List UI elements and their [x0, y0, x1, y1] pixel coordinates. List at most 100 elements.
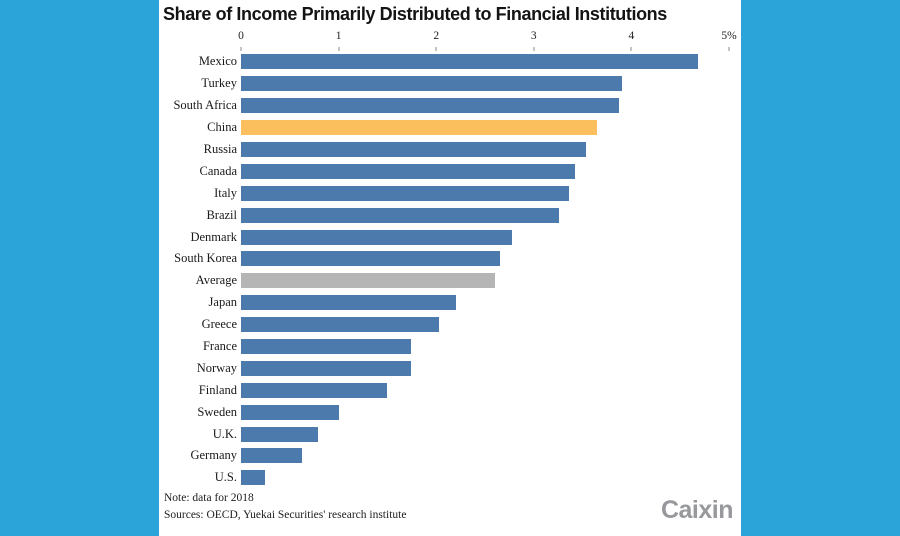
bar-track — [241, 185, 729, 201]
category-label: Average — [195, 273, 237, 288]
category-label: Japan — [208, 295, 237, 310]
bar-track — [241, 448, 729, 464]
chart-row: Turkey — [163, 73, 735, 95]
x-tick-label: 1 — [335, 30, 342, 42]
bar-track — [241, 273, 729, 289]
x-tick-label: 4 — [628, 30, 635, 42]
bar-canada — [241, 163, 575, 179]
chart-title: Share of Income Primarily Distributed to… — [163, 4, 667, 24]
bar-sweden — [241, 404, 339, 420]
chart-row: Canada — [163, 160, 735, 182]
chart-row: South Korea — [163, 248, 735, 270]
bar-track — [241, 76, 729, 92]
x-tick-mark — [533, 47, 535, 51]
chart-row: Japan — [163, 292, 735, 314]
category-label: Norway — [196, 360, 237, 375]
bar-turkey — [241, 76, 622, 92]
category-label: Mexico — [198, 54, 237, 69]
bar-track — [241, 317, 729, 333]
x-tick-label: 5% — [721, 30, 737, 42]
category-label: South Korea — [174, 251, 237, 266]
x-tick-mark — [435, 47, 437, 51]
bar-germany — [241, 448, 302, 464]
category-label: U.S. — [214, 470, 237, 485]
category-label: Italy — [214, 185, 237, 200]
bar-track — [241, 229, 729, 245]
chart-panel: Share of Income Primarily Distributed to… — [159, 0, 741, 536]
chart-row: Russia — [163, 139, 735, 161]
bar-brazil — [241, 207, 560, 223]
bar-china — [241, 120, 598, 136]
bar-chart: 0 1 2 3 4 5% Mexico Turkey South Africa China Rus… — [163, 29, 737, 486]
x-axis: 0 1 2 3 4 5% — [238, 29, 737, 51]
bar-greece — [241, 317, 440, 333]
chart-sources: Sources: OECD, Yuekai Securities' resear… — [164, 508, 407, 521]
chart-row: Germany — [163, 445, 735, 467]
bar-track — [241, 339, 729, 355]
category-label: Brazil — [206, 207, 237, 222]
bar-russia — [241, 142, 586, 157]
chart-row: China — [163, 117, 735, 139]
bar-finland — [241, 382, 388, 398]
category-label: Canada — [199, 163, 237, 178]
bar-mexico — [241, 54, 698, 70]
category-label: Germany — [190, 448, 237, 463]
caixin-logo: Caixin — [660, 495, 734, 524]
bar-track — [241, 470, 729, 486]
bar-track — [241, 382, 729, 398]
bar-south-africa — [241, 98, 619, 114]
bar-track — [241, 120, 729, 136]
x-tick-mark — [240, 47, 242, 51]
category-label: Greece — [201, 317, 237, 332]
chart-row: Finland — [163, 379, 735, 401]
chart-row: Mexico — [163, 51, 735, 73]
x-tick-label: 0 — [238, 30, 244, 42]
bar-track — [241, 295, 729, 311]
bar-track — [241, 54, 729, 70]
chart-row: Denmark — [163, 226, 735, 248]
chart-row: Greece — [163, 314, 735, 336]
chart-row: South Africa — [163, 95, 735, 117]
category-label: France — [202, 339, 237, 354]
bar-south-korea — [241, 251, 500, 267]
x-tick-label: 2 — [433, 30, 440, 42]
bar-track — [241, 163, 729, 179]
category-label: South Africa — [173, 98, 237, 113]
category-label: Denmark — [190, 229, 237, 244]
chart-row: Sweden — [163, 401, 735, 423]
bar-u-s — [241, 470, 266, 486]
x-tick-mark — [630, 47, 632, 51]
bar-track — [241, 98, 729, 114]
category-label: Finland — [198, 382, 237, 397]
bar-track — [241, 404, 729, 420]
category-label: Russia — [203, 142, 237, 156]
x-tick-mark — [728, 47, 730, 51]
chart-footer: Note: data for 2018 Sources: OECD, Yueka… — [163, 490, 735, 528]
bar-track — [241, 426, 729, 442]
category-label: Turkey — [201, 76, 237, 91]
category-label: China — [207, 120, 237, 135]
bar-average — [241, 273, 495, 289]
bar-france — [241, 339, 411, 355]
bar-japan — [241, 295, 456, 311]
chart-row: U.S. — [163, 467, 735, 489]
chart-note: Note: data for 2018 — [164, 492, 254, 504]
chart-row: Italy — [163, 182, 735, 204]
bar-denmark — [241, 229, 513, 245]
bar-u-k — [241, 426, 319, 442]
bar-norway — [241, 360, 411, 376]
chart-rows: Mexico Turkey South Africa China Russia Canad… — [163, 51, 735, 489]
bar-track — [241, 142, 729, 157]
chart-row: France — [163, 336, 735, 358]
bar-track — [241, 360, 729, 376]
x-tick-mark — [338, 47, 340, 51]
chart-row: Brazil — [163, 204, 735, 226]
chart-row: U.K. — [163, 423, 735, 445]
x-tick-label: 3 — [530, 30, 537, 42]
bar-track — [241, 207, 729, 223]
chart-row: Norway — [163, 357, 735, 379]
bar-italy — [241, 185, 569, 201]
bar-track — [241, 251, 729, 267]
chart-row: Average — [163, 270, 735, 292]
